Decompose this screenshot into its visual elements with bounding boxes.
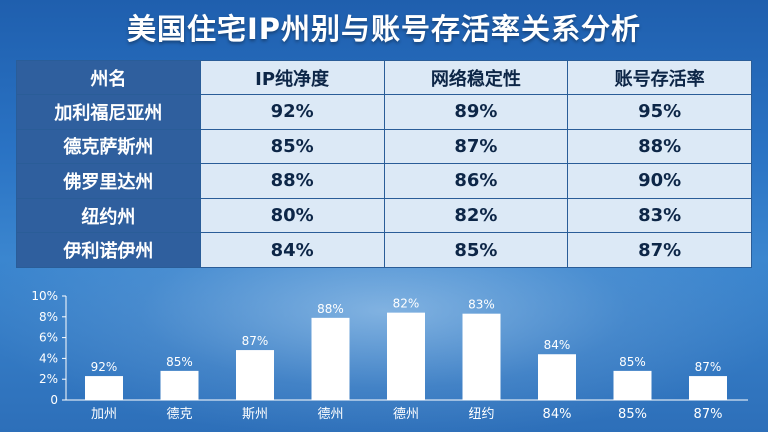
data-label: 87% xyxy=(242,334,269,348)
bar xyxy=(387,312,425,400)
table-row: 佛罗里达州 88% 86% 90% xyxy=(16,163,752,199)
cell-account-survival: 90% xyxy=(567,163,752,199)
data-label: 85% xyxy=(166,355,193,369)
header-ip-purity: IP纯净度 xyxy=(199,60,385,95)
cell-network-stability: 82% xyxy=(383,197,569,234)
cell-ip-purity: 84% xyxy=(199,232,385,268)
cell-ip-purity: 88% xyxy=(199,163,385,199)
cell-network-stability: 89% xyxy=(383,94,569,130)
data-label: 85% xyxy=(619,355,646,369)
cell-account-survival: 88% xyxy=(567,128,752,165)
y-tick-label: 10% xyxy=(31,289,58,303)
cell-ip-purity: 80% xyxy=(199,197,385,234)
header-state: 州名 xyxy=(16,60,201,95)
cell-account-survival: 95% xyxy=(567,94,752,130)
data-table: 州名 IP纯净度 网络稳定性 账号存活率 加利福尼亚州 92% 89% 95% … xyxy=(16,60,752,268)
bar xyxy=(160,370,199,400)
y-tick-label: 0 xyxy=(50,393,58,407)
y-tick-label: 4% xyxy=(39,351,58,365)
bar xyxy=(689,376,727,400)
x-tick-label: 斯州 xyxy=(242,407,268,422)
table-row: 德克萨斯州 85% 87% 88% xyxy=(16,128,752,165)
data-label: 82% xyxy=(393,297,420,311)
x-tick-label: 加州 xyxy=(91,407,117,422)
x-tick-label: 德州 xyxy=(317,407,343,422)
bar xyxy=(613,370,652,400)
y-tick-label: 8% xyxy=(39,310,58,324)
row-state: 纽约州 xyxy=(16,197,201,234)
cell-ip-purity: 85% xyxy=(199,128,385,165)
bar xyxy=(85,376,123,400)
y-tick-label: 6% xyxy=(39,331,58,345)
data-label: 83% xyxy=(468,298,495,312)
x-tick-label: 纽约 xyxy=(468,407,494,422)
bar xyxy=(538,354,576,400)
table-header-row: 州名 IP纯净度 网络稳定性 账号存活率 xyxy=(16,60,752,95)
table-row: 加利福尼亚州 92% 89% 95% xyxy=(16,94,752,130)
bar xyxy=(462,313,501,400)
row-state: 伊利诺伊州 xyxy=(16,232,201,268)
table-row: 纽约州 80% 82% 83% xyxy=(16,197,752,234)
x-tick-label: 84% xyxy=(543,407,572,422)
cell-network-stability: 86% xyxy=(383,163,569,199)
row-state: 加利福尼亚州 xyxy=(16,94,201,130)
x-tick-label: 85% xyxy=(618,407,647,422)
bar xyxy=(236,350,274,400)
header-account-survival: 账号存活率 xyxy=(567,60,752,95)
data-label: 87% xyxy=(695,360,722,374)
x-tick-label: 德州 xyxy=(393,407,419,422)
cell-network-stability: 85% xyxy=(383,232,569,268)
cell-ip-purity: 92% xyxy=(199,94,385,130)
data-label: 92% xyxy=(91,360,118,374)
bar xyxy=(311,317,350,400)
cell-network-stability: 87% xyxy=(383,128,569,165)
row-state: 佛罗里达州 xyxy=(16,163,201,199)
bar-chart: 0 2% 4% 6% 8% 10% 92% 加州 85% 德克 87% 斯州 88% 德州 82% 德州 83%… xyxy=(31,289,748,422)
row-state: 德克萨斯州 xyxy=(16,128,201,165)
cell-account-survival: 87% xyxy=(567,232,752,268)
y-tick-label: 2% xyxy=(39,372,58,386)
cell-account-survival: 83% xyxy=(567,197,752,234)
header-network-stability: 网络稳定性 xyxy=(383,60,569,95)
x-tick-label: 德克 xyxy=(166,407,192,422)
page-title: 美国住宅IP州别与账号存活率关系分析 xyxy=(126,12,642,46)
table-row: 伊利诺伊州 84% 85% 87% xyxy=(16,232,752,268)
x-tick-label: 87% xyxy=(694,407,723,422)
data-label: 84% xyxy=(544,338,571,352)
data-label: 88% xyxy=(317,302,344,316)
